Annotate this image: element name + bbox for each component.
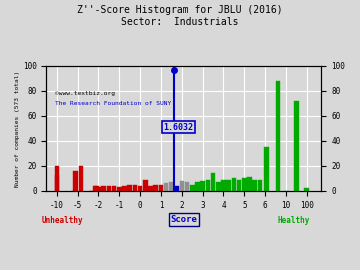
Bar — [107, 186, 111, 191]
Bar — [185, 182, 189, 191]
Bar — [138, 186, 143, 191]
Bar — [294, 101, 299, 191]
Bar — [94, 186, 99, 191]
Bar — [117, 187, 122, 191]
Bar — [73, 171, 78, 191]
Bar — [195, 182, 200, 191]
Text: ©www.textbiz.org: ©www.textbiz.org — [55, 91, 114, 96]
Bar — [164, 183, 168, 191]
Bar — [180, 181, 184, 191]
Bar — [206, 180, 210, 191]
Bar — [247, 177, 252, 191]
Bar — [159, 185, 163, 191]
Text: Healthy: Healthy — [278, 216, 310, 225]
Bar — [242, 178, 247, 191]
Bar — [54, 175, 59, 191]
Bar — [169, 182, 174, 191]
Bar — [211, 173, 215, 191]
Bar — [112, 186, 116, 191]
Bar — [216, 182, 221, 191]
Bar — [153, 185, 158, 191]
Bar — [54, 166, 59, 191]
Bar — [258, 180, 262, 191]
Bar — [252, 180, 257, 191]
Bar — [127, 185, 132, 191]
Bar — [264, 147, 269, 191]
Bar — [190, 185, 194, 191]
Bar — [174, 186, 179, 191]
Bar — [122, 186, 127, 191]
Bar — [148, 186, 153, 191]
Bar — [237, 180, 242, 191]
Bar — [96, 187, 101, 191]
Bar — [231, 178, 236, 191]
Text: 1.6032: 1.6032 — [164, 123, 194, 132]
Bar — [102, 186, 106, 191]
Text: Z''-Score Histogram for JBLU (2016)
Sector:  Industrials: Z''-Score Histogram for JBLU (2016) Sect… — [77, 5, 283, 27]
Bar — [201, 181, 205, 191]
Text: Unhealthy: Unhealthy — [42, 216, 84, 225]
Bar — [93, 186, 97, 191]
Text: The Research Foundation of SUNY: The Research Foundation of SUNY — [55, 101, 171, 106]
Bar — [276, 81, 280, 191]
Bar — [143, 180, 148, 191]
X-axis label: Score: Score — [170, 215, 197, 224]
Y-axis label: Number of companies (573 total): Number of companies (573 total) — [15, 70, 20, 187]
Bar — [79, 166, 84, 191]
Bar — [221, 180, 226, 191]
Bar — [132, 185, 137, 191]
Bar — [305, 188, 309, 191]
Bar — [226, 180, 231, 191]
